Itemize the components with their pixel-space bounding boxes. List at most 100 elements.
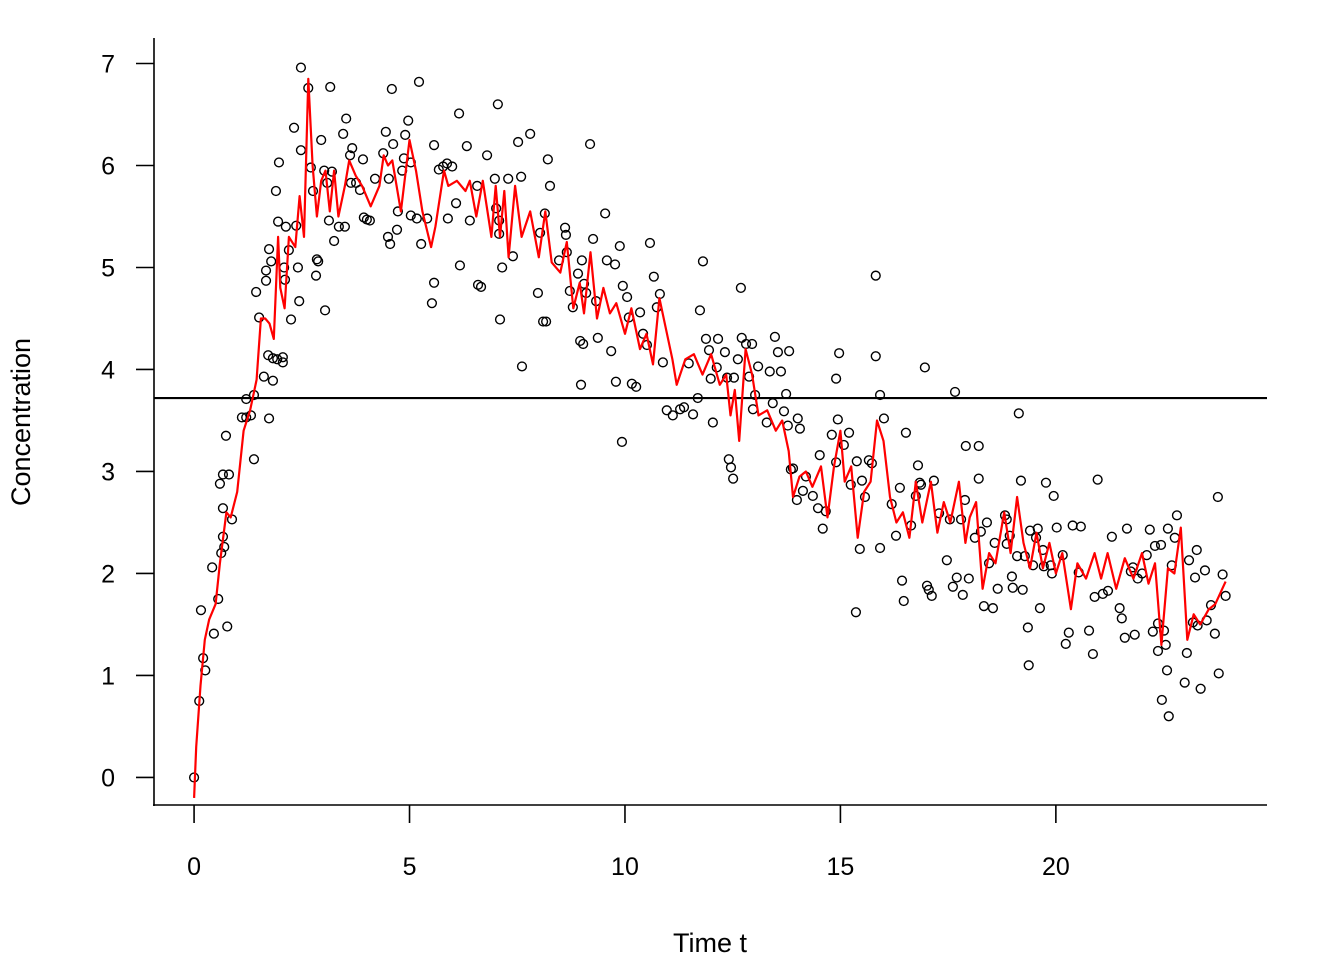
data-point bbox=[955, 514, 967, 525]
data-point bbox=[843, 427, 855, 438]
data-point bbox=[537, 316, 549, 327]
data-point bbox=[263, 244, 275, 255]
data-point bbox=[975, 526, 986, 537]
data-point bbox=[1149, 540, 1161, 552]
data-point bbox=[1051, 522, 1062, 533]
data-point bbox=[870, 270, 881, 281]
data-point bbox=[1181, 647, 1192, 659]
data-point bbox=[797, 485, 809, 496]
data-point bbox=[1067, 520, 1078, 531]
data-point bbox=[617, 280, 628, 291]
data-point bbox=[1006, 571, 1018, 582]
data-point bbox=[358, 212, 369, 223]
data-point bbox=[323, 215, 335, 226]
y-tick-label: 7 bbox=[101, 50, 115, 78]
data-point bbox=[386, 83, 397, 95]
data-point bbox=[310, 270, 322, 281]
data-point bbox=[592, 332, 603, 343]
data-point bbox=[195, 605, 207, 616]
data-point bbox=[475, 281, 487, 292]
data-point bbox=[900, 427, 912, 438]
data-point bbox=[657, 357, 668, 368]
data-point bbox=[767, 398, 778, 409]
data-point bbox=[578, 338, 589, 350]
data-point bbox=[910, 490, 921, 502]
data-point bbox=[694, 305, 706, 316]
data-point bbox=[279, 274, 291, 285]
data-point bbox=[416, 238, 427, 250]
data-point bbox=[307, 185, 319, 197]
data-point bbox=[258, 371, 269, 382]
data-point bbox=[1161, 665, 1173, 676]
x-tick-label: 5 bbox=[403, 853, 417, 881]
data-point bbox=[609, 259, 621, 270]
data-point bbox=[781, 388, 792, 400]
data-point bbox=[383, 173, 394, 184]
data-point bbox=[260, 265, 272, 276]
data-point bbox=[1089, 591, 1100, 603]
data-point bbox=[705, 373, 716, 384]
y-tick-label: 1 bbox=[101, 662, 115, 690]
data-point bbox=[831, 373, 842, 384]
data-point bbox=[973, 473, 984, 484]
data-point bbox=[1087, 648, 1099, 660]
data-point bbox=[214, 478, 226, 489]
data-point bbox=[428, 277, 440, 288]
data-point bbox=[575, 335, 586, 347]
data-point bbox=[220, 430, 232, 441]
data-point bbox=[772, 347, 784, 358]
y-ticks: 0 1 2 3 4 5 6 7 bbox=[101, 50, 154, 792]
data-point bbox=[678, 402, 690, 413]
data-point bbox=[464, 215, 475, 226]
data-point bbox=[461, 141, 472, 152]
data-point bbox=[494, 314, 506, 325]
data-point bbox=[339, 221, 350, 232]
data-point bbox=[923, 584, 934, 595]
data-point bbox=[644, 237, 656, 249]
data-point bbox=[957, 589, 968, 600]
data-point bbox=[285, 314, 297, 325]
data-point bbox=[992, 583, 1003, 594]
data-point bbox=[856, 475, 868, 486]
data-point bbox=[513, 136, 524, 148]
data-point bbox=[728, 372, 740, 383]
data-point bbox=[1032, 523, 1043, 534]
data-point bbox=[1213, 668, 1224, 679]
data-point bbox=[272, 354, 283, 365]
data-point bbox=[723, 454, 734, 465]
data-point bbox=[1220, 590, 1231, 602]
data-point bbox=[213, 593, 224, 605]
data-point bbox=[428, 139, 440, 151]
data-point bbox=[357, 154, 369, 165]
data-point bbox=[241, 393, 252, 405]
data-point bbox=[1102, 585, 1114, 596]
data-point bbox=[270, 185, 282, 197]
data-point bbox=[1195, 683, 1206, 694]
data-point bbox=[1209, 628, 1220, 639]
data-point bbox=[732, 354, 743, 365]
data-point bbox=[1013, 408, 1024, 419]
y-tick-label: 4 bbox=[101, 356, 115, 384]
data-point bbox=[1191, 544, 1202, 556]
data-point bbox=[792, 413, 803, 424]
data-point bbox=[392, 206, 403, 217]
y-tick-label: 0 bbox=[101, 764, 115, 792]
data-point bbox=[928, 475, 940, 486]
data-point bbox=[288, 122, 300, 133]
data-point bbox=[341, 113, 352, 124]
data-point bbox=[403, 115, 414, 126]
data-point bbox=[267, 353, 279, 364]
data-point bbox=[400, 129, 411, 140]
data-point bbox=[208, 628, 219, 639]
data-point bbox=[272, 216, 284, 227]
data-point bbox=[295, 145, 307, 156]
data-point bbox=[622, 291, 633, 303]
data-point bbox=[778, 406, 790, 417]
data-point bbox=[631, 381, 642, 392]
data-point bbox=[654, 288, 665, 300]
data-point bbox=[870, 351, 881, 362]
data-point bbox=[277, 357, 288, 368]
data-point bbox=[850, 607, 862, 618]
data-point bbox=[217, 503, 229, 514]
data-point bbox=[978, 601, 990, 612]
